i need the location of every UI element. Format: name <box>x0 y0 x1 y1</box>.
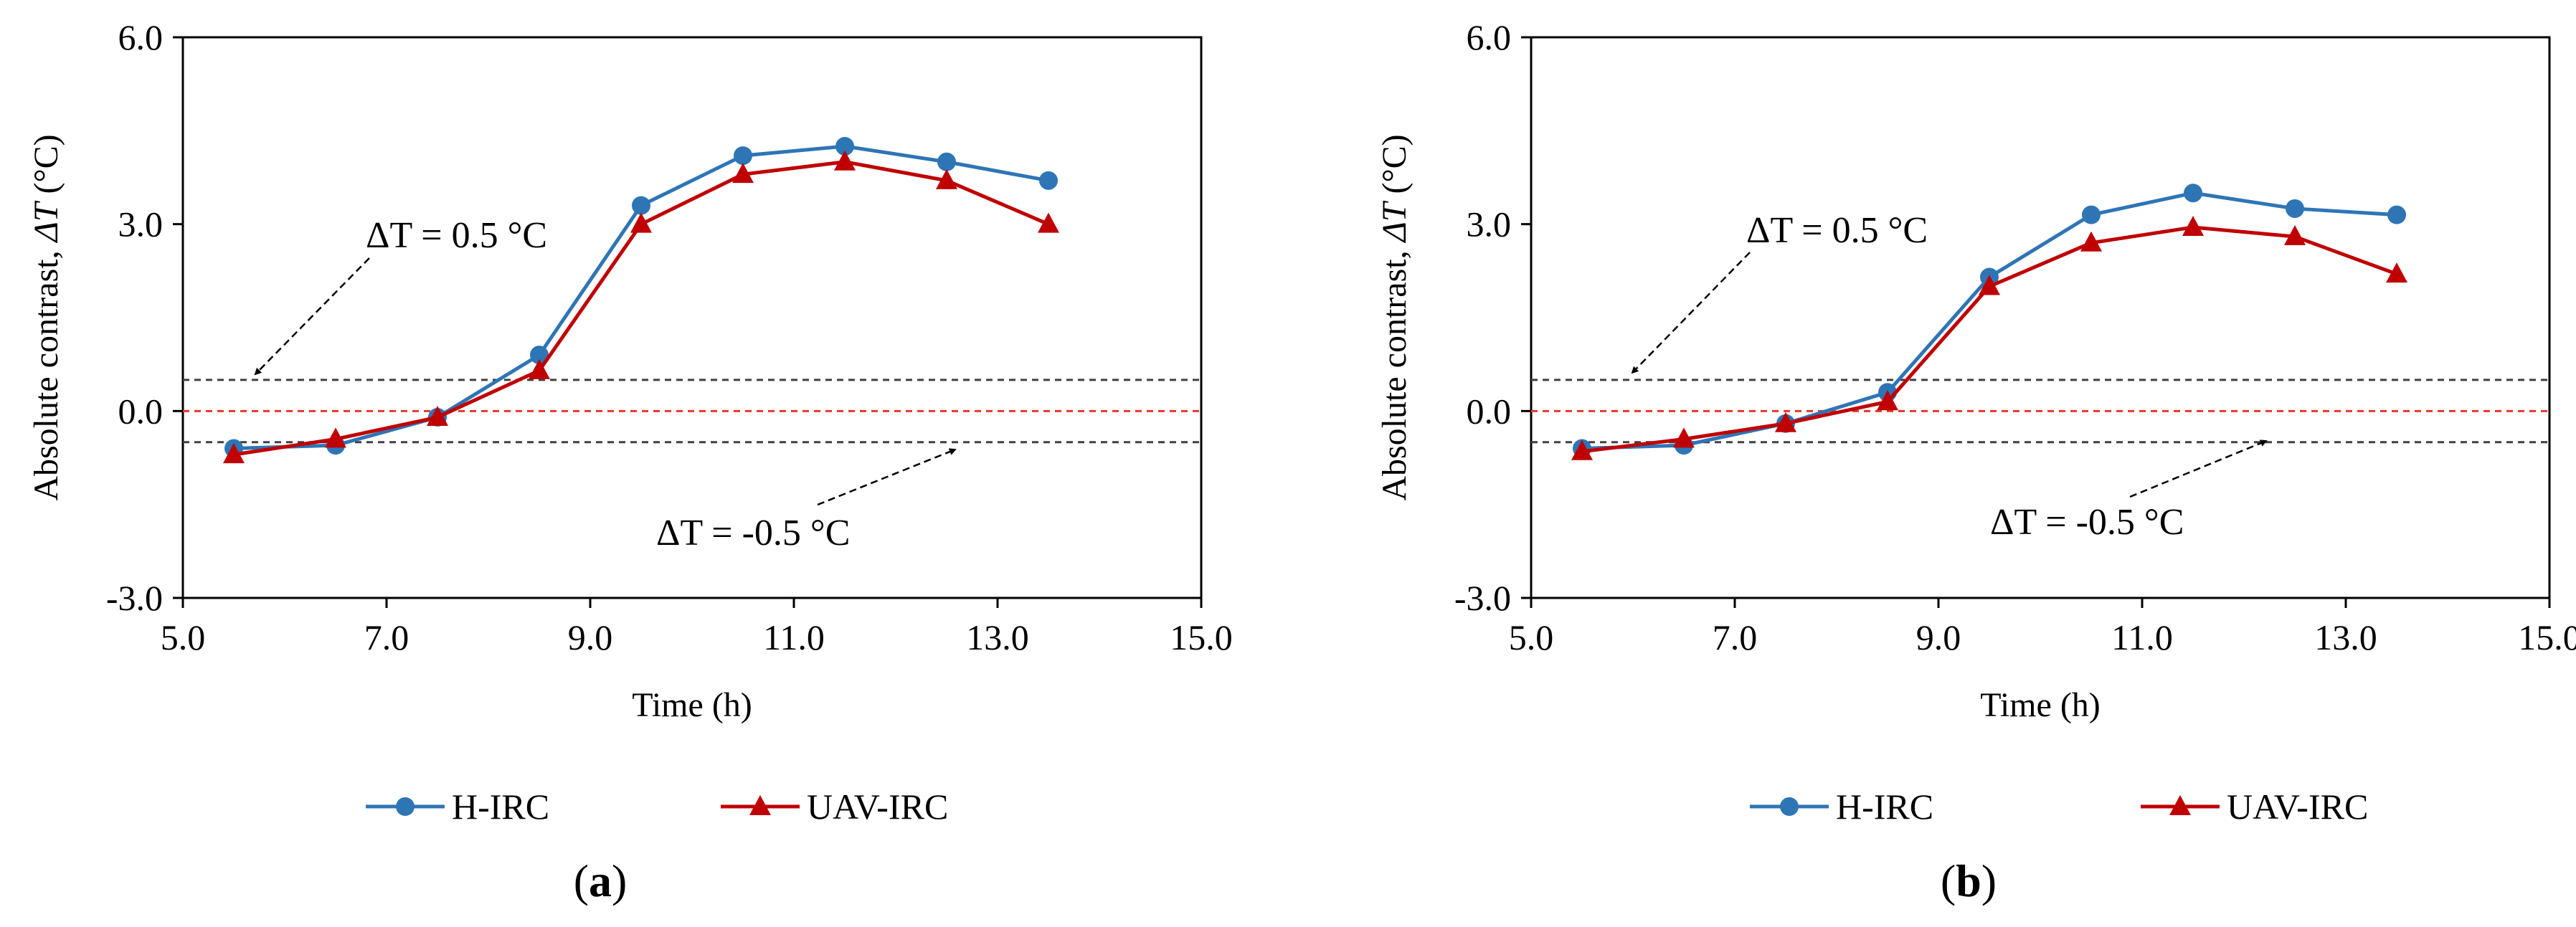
lower-annotation-arrow <box>2129 439 2268 498</box>
panel-label-close: ) <box>612 855 627 906</box>
y-axis-title-symbol: ΔT <box>1375 200 1414 243</box>
uav-irc-point <box>732 163 754 184</box>
upper-annotation-arrow <box>1631 252 1751 374</box>
uav-irc-point <box>1673 427 1695 448</box>
y-tick-label: 0.0 <box>118 391 164 431</box>
upper-threshold-annotation: ΔT = 0.5 °C <box>1746 210 1928 251</box>
panel-label-b: (b) <box>1941 855 1997 906</box>
x-tick-label: 15.0 <box>1170 617 1233 657</box>
lower-threshold-annotation: ΔT = -0.5 °C <box>1990 502 2184 543</box>
uav-irc-point <box>529 358 550 379</box>
y-tick-label: -3.0 <box>106 578 163 618</box>
h-irc-point <box>2387 205 2406 224</box>
panel-label-letter: a <box>589 855 612 906</box>
chart-panel-a: -3.0 0.0 3.0 6.0 5.0 7.0 9.0 11.0 13.0 15.0 Time (… <box>27 17 1233 906</box>
x-tick-label: 9.0 <box>1916 617 1961 657</box>
uav-irc-point <box>834 150 856 171</box>
h-irc-point <box>2286 199 2304 218</box>
x-axis-title: Time (h) <box>1980 686 2101 724</box>
x-tick-label: 7.0 <box>1713 617 1758 657</box>
h-irc-point <box>835 137 854 156</box>
h-irc-point <box>2184 184 2202 203</box>
y-tick-label: -3.0 <box>1454 578 1511 618</box>
y-tick-label: 0.0 <box>1467 391 1512 431</box>
legend-uav-irc-label: UAV-IRC <box>807 786 948 827</box>
y-axis-title-prefix: Absolute contrast, <box>1375 242 1414 500</box>
y-axis-title: Absolute contrast, ΔT (°C) <box>1375 134 1414 500</box>
panel-label-close: ) <box>1981 855 1997 906</box>
y-axis-title-suffix: (°C) <box>27 134 65 202</box>
lower-threshold-annotation: ΔT = -0.5 °C <box>656 513 850 553</box>
x-tick-label: 13.0 <box>2314 617 2377 657</box>
uav-irc-point <box>1979 275 2000 295</box>
x-tick-label: 7.0 <box>364 617 409 657</box>
legend-h-irc-label: H-IRC <box>1836 786 1933 827</box>
lower-annotation-arrow <box>817 448 957 506</box>
uav-irc-point <box>630 212 652 233</box>
h-irc-point <box>2082 205 2101 224</box>
h-irc-point <box>937 152 956 171</box>
panel-label-open: ( <box>1941 855 1956 906</box>
y-axis-title-suffix: (°C) <box>1375 134 1414 202</box>
x-tick-label: 5.0 <box>1509 617 1554 657</box>
panel-label-letter: b <box>1956 855 1981 906</box>
upper-threshold-annotation: ΔT = 0.5 °C <box>366 215 547 256</box>
x-tick-label: 11.0 <box>763 617 825 657</box>
uav-irc-point <box>427 406 448 427</box>
y-axis-title: Absolute contrast, ΔT (°C) <box>27 134 65 500</box>
legend-h-irc-marker <box>396 797 415 816</box>
plot-frame <box>1530 36 2551 599</box>
y-axis-title-symbol: ΔT <box>27 200 65 243</box>
panel-label-open: ( <box>574 855 589 906</box>
legend-uav-irc-label: UAV-IRC <box>2227 786 2368 827</box>
y-tick-label: 3.0 <box>1467 204 1512 244</box>
h-irc-point <box>734 146 752 166</box>
legend-uav-irc-marker <box>2169 795 2191 815</box>
uav-irc-point <box>2182 216 2204 237</box>
uav-irc-point <box>1877 390 1898 411</box>
x-tick-label: 5.0 <box>161 617 206 657</box>
uav-irc-point <box>325 427 346 448</box>
h-irc-point <box>632 196 650 215</box>
x-tick-label: 11.0 <box>2111 617 2173 657</box>
uav-irc-point <box>1038 212 1059 233</box>
y-tick-label: 6.0 <box>118 17 164 57</box>
legend-h-irc-label: H-IRC <box>452 786 549 827</box>
uav-irc-point <box>1775 412 1796 432</box>
h-irc-series-line <box>233 144 1049 450</box>
chart-panel-b: -3.0 0.0 3.0 6.0 5.0 7.0 9.0 11.0 13.0 15.0 Time (… <box>1375 17 2576 906</box>
uav-irc-point <box>2284 225 2306 246</box>
upper-annotation-arrow <box>254 257 370 376</box>
uav-irc-point <box>2386 262 2407 283</box>
x-tick-label: 9.0 <box>568 617 613 657</box>
x-tick-label: 13.0 <box>966 617 1029 657</box>
y-axis-title-prefix: Absolute contrast, <box>27 242 65 500</box>
y-tick-label: 6.0 <box>1467 17 1512 57</box>
legend-uav-irc-marker <box>749 795 771 815</box>
uav-irc-point <box>936 168 957 189</box>
x-tick-label: 15.0 <box>2518 617 2576 657</box>
uav-irc-point <box>223 443 245 464</box>
legend-h-irc-marker <box>1780 797 1799 816</box>
h-irc-point <box>530 346 549 365</box>
panel-label-a: (a) <box>574 855 628 906</box>
x-axis-title: Time (h) <box>632 686 752 724</box>
uav-irc-point <box>2080 231 2102 252</box>
plot-frame <box>181 36 1203 599</box>
h-irc-point <box>1039 171 1058 190</box>
uav-irc-point <box>1571 439 1593 460</box>
y-tick-label: 3.0 <box>118 204 164 244</box>
uav-irc-series-line <box>1581 225 2397 454</box>
